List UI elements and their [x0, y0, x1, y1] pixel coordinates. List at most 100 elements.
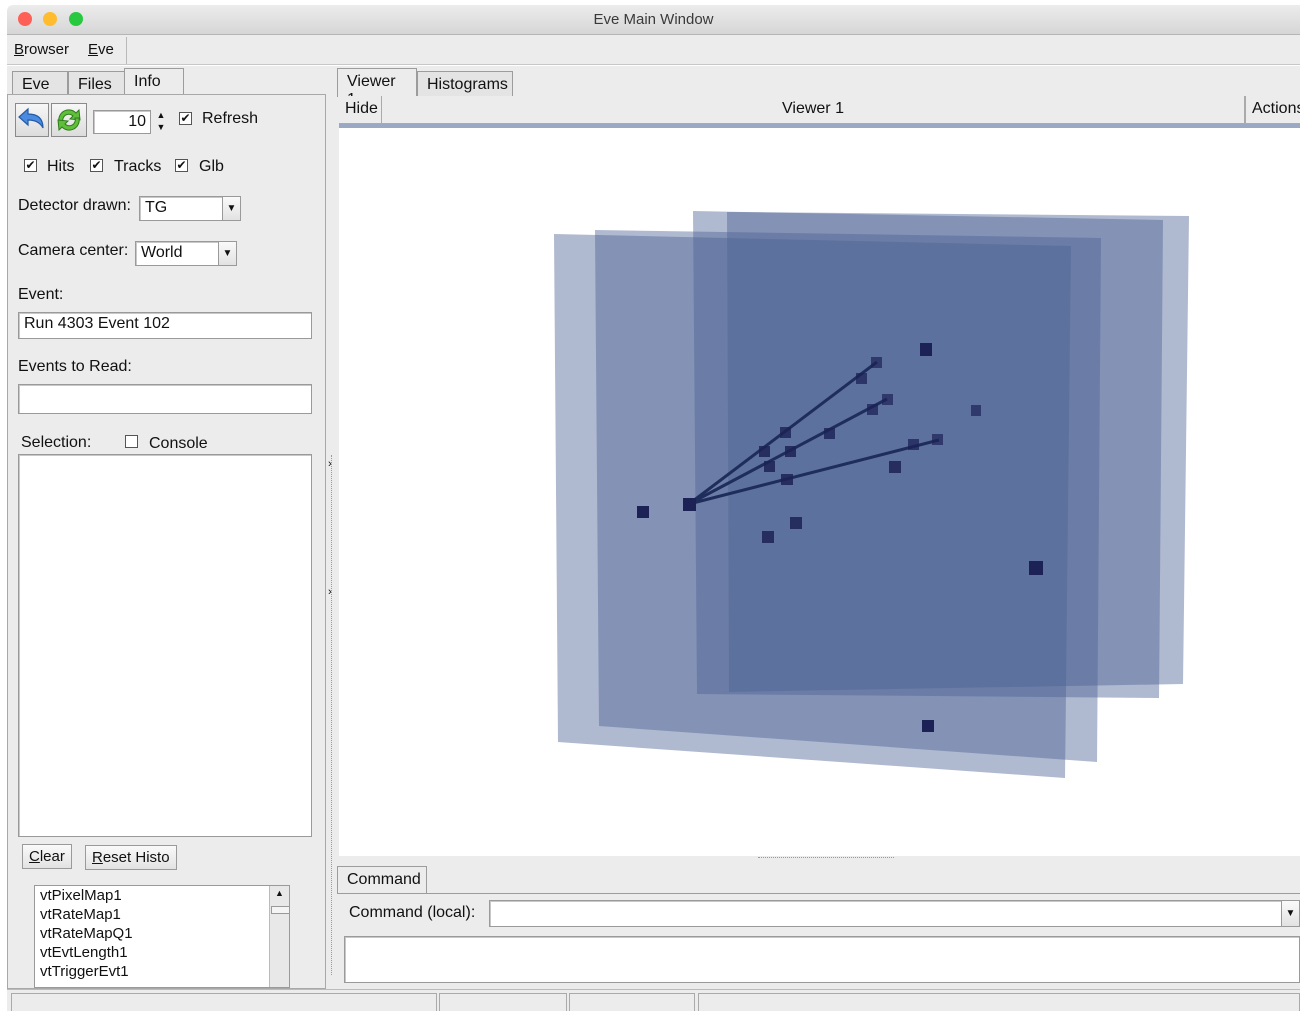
list-item[interactable]: vtTriggerEvt1: [40, 963, 129, 980]
viewer-header: Hide Viewer 1 Actions: [339, 96, 1300, 124]
minimize-window-button[interactable]: [43, 12, 57, 26]
title-bar: Eve Main Window: [7, 5, 1300, 35]
camera-center-label: Camera center:: [18, 242, 129, 259]
maximize-window-button[interactable]: [69, 12, 83, 26]
status-cell: [569, 993, 695, 1011]
list-item[interactable]: vtRateMapQ1: [40, 925, 133, 942]
tab-files[interactable]: Files: [68, 71, 126, 98]
command-output[interactable]: [344, 936, 1300, 983]
events-to-read-label: Events to Read:: [18, 358, 132, 375]
status-cell: [11, 993, 437, 1011]
reload-icon: [57, 108, 81, 132]
hit-marker: [683, 498, 696, 511]
spinner-arrows-icon[interactable]: ▲ ▼: [156, 110, 166, 132]
hit-marker: [759, 446, 770, 457]
refresh-label: Refresh: [202, 110, 259, 127]
reset-histo-button[interactable]: Reset Histo: [85, 845, 177, 870]
menu-separator: [126, 37, 127, 64]
splitter-arrow-icon[interactable]: ›: [328, 458, 332, 470]
histogram-list: vtPixelMap1 vtRateMap1 vtRateMapQ1 vtEvt…: [34, 885, 290, 988]
back-arrow-icon: [18, 107, 44, 129]
menu-browser[interactable]: Browser: [14, 41, 70, 58]
close-window-button[interactable]: [18, 12, 32, 26]
detector-select[interactable]: TG ▼: [139, 196, 241, 221]
hit-marker: [932, 434, 943, 445]
tab-histograms[interactable]: Histograms: [417, 71, 513, 98]
hit-marker: [790, 517, 802, 529]
list-item[interactable]: vtEvtLength1: [40, 944, 128, 961]
status-cell: [439, 993, 567, 1011]
console-label: Console: [149, 435, 208, 452]
hit-marker: [920, 343, 932, 356]
hit-marker: [908, 439, 919, 450]
camera-center-select[interactable]: World ▼: [135, 241, 237, 266]
tab-eve[interactable]: Eve: [12, 71, 68, 98]
detector-drawn-label: Detector drawn:: [18, 197, 131, 214]
viewer-title: Viewer 1: [382, 96, 1245, 124]
event-display-canvas[interactable]: [339, 128, 1300, 856]
status-bar: [7, 989, 1300, 1011]
hit-marker: [856, 373, 867, 384]
refresh-checkbox[interactable]: ✔: [179, 111, 192, 125]
hide-button[interactable]: Hide: [339, 96, 382, 124]
hit-marker: [971, 405, 981, 416]
menu-bar: Browser Eve: [7, 35, 1300, 65]
detector-plane: [727, 212, 1189, 692]
chevron-down-icon: ▼: [222, 197, 240, 220]
console-checkbox[interactable]: [125, 435, 138, 448]
hit-marker: [637, 506, 649, 518]
hits-label: Hits: [47, 158, 75, 175]
list-item[interactable]: vtPixelMap1: [40, 887, 122, 904]
command-input[interactable]: ▼: [489, 900, 1300, 927]
detector-plane: [693, 211, 1163, 698]
detector-plane: [554, 234, 1071, 778]
status-cell: [698, 993, 1300, 1011]
command-panel: Command Command (local): ▼: [337, 858, 1300, 989]
info-panel: 10 ▲ ▼ ✔ Refresh ✔ Hits ✔ Tracks ✔ Glb De…: [7, 94, 326, 989]
tab-viewer-1[interactable]: Viewer 1: [337, 68, 417, 108]
splitter-arrow-icon[interactable]: ›: [328, 586, 332, 598]
detector-planes: [554, 211, 1189, 778]
selection-label: Selection:: [21, 434, 92, 451]
event-field[interactable]: Run 4303 Event 102: [18, 312, 312, 339]
hit-marker: [871, 357, 882, 368]
scroll-thumb[interactable]: [271, 906, 289, 914]
tab-divider: [337, 893, 1300, 894]
command-local-label: Command (local):: [349, 904, 476, 921]
events-to-read-field[interactable]: [18, 384, 312, 414]
glb-checkbox[interactable]: ✔: [175, 158, 188, 172]
command-splitter[interactable]: [758, 857, 894, 863]
detector-value: TG: [145, 199, 168, 216]
list-scrollbar[interactable]: ▲: [269, 886, 289, 987]
detector-plane: [595, 230, 1101, 762]
track-line: [688, 438, 940, 506]
back-button[interactable]: [15, 103, 49, 137]
event-label: Event:: [18, 286, 64, 303]
hit-marker: [781, 474, 793, 485]
event-step-spinner[interactable]: 10: [93, 110, 151, 134]
actions-button[interactable]: Actions: [1245, 96, 1300, 124]
panel-splitter[interactable]: [331, 455, 334, 975]
hit-marker: [780, 427, 791, 438]
window-title: Eve Main Window: [593, 11, 714, 28]
hits: [637, 343, 1043, 732]
hit-marker: [889, 461, 901, 473]
tracks-label: Tracks: [114, 158, 162, 175]
hit-marker: [762, 531, 774, 543]
chevron-down-icon: ▼: [218, 242, 236, 265]
menu-eve[interactable]: Eve: [88, 41, 114, 58]
tab-command[interactable]: Command: [337, 866, 427, 893]
selection-textarea[interactable]: [18, 454, 312, 837]
reload-button[interactable]: [51, 103, 87, 137]
list-item[interactable]: vtRateMap1: [40, 906, 121, 923]
hit-marker: [824, 428, 835, 439]
hit-marker: [867, 404, 878, 415]
hits-checkbox[interactable]: ✔: [24, 158, 37, 172]
camera-value: World: [141, 244, 183, 261]
tab-info[interactable]: Info: [124, 68, 184, 97]
chevron-down-icon[interactable]: ▼: [1281, 901, 1299, 926]
tracks-checkbox[interactable]: ✔: [90, 158, 103, 172]
gl-viewer[interactable]: [339, 124, 1300, 856]
clear-button[interactable]: Clear: [22, 844, 72, 869]
scroll-up-icon[interactable]: ▲: [275, 888, 284, 898]
